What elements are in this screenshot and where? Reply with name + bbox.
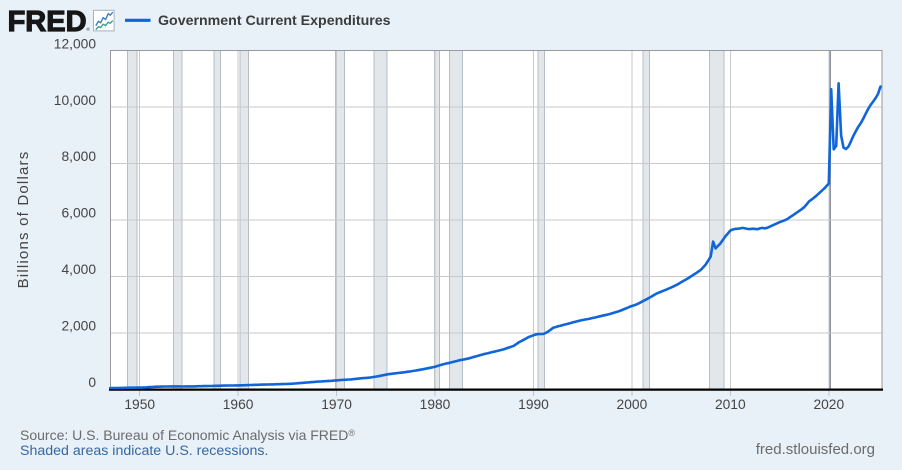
svg-text:0: 0 (88, 375, 96, 390)
svg-text:1990: 1990 (518, 397, 549, 412)
svg-text:1970: 1970 (321, 397, 352, 412)
svg-text:Billions of Dollars: Billions of Dollars (15, 151, 32, 289)
svg-text:10,000: 10,000 (54, 93, 97, 108)
svg-text:2010: 2010 (715, 397, 746, 412)
svg-text:4,000: 4,000 (61, 262, 96, 277)
svg-text:2,000: 2,000 (61, 319, 96, 334)
svg-text:Government Current Expenditure: Government Current Expenditures (158, 13, 391, 29)
svg-text:fred.stlouisfed.org: fred.stlouisfed.org (756, 441, 875, 458)
svg-text:12,000: 12,000 (54, 36, 97, 51)
svg-text:8,000: 8,000 (61, 149, 96, 164)
svg-text:2000: 2000 (617, 397, 648, 412)
svg-text:Source: U.S. Bureau of Economi: Source: U.S. Bureau of Economic Analysis… (20, 427, 355, 443)
svg-text:Shaded areas indicate U.S. rec: Shaded areas indicate U.S. recessions. (20, 443, 268, 459)
svg-text:6,000: 6,000 (61, 206, 96, 221)
svg-text:1980: 1980 (420, 397, 451, 412)
svg-text:®: ® (86, 26, 90, 33)
svg-text:2020: 2020 (813, 397, 844, 412)
svg-text:1960: 1960 (223, 397, 254, 412)
svg-text:FRED: FRED (8, 6, 87, 38)
svg-text:1950: 1950 (124, 397, 155, 412)
